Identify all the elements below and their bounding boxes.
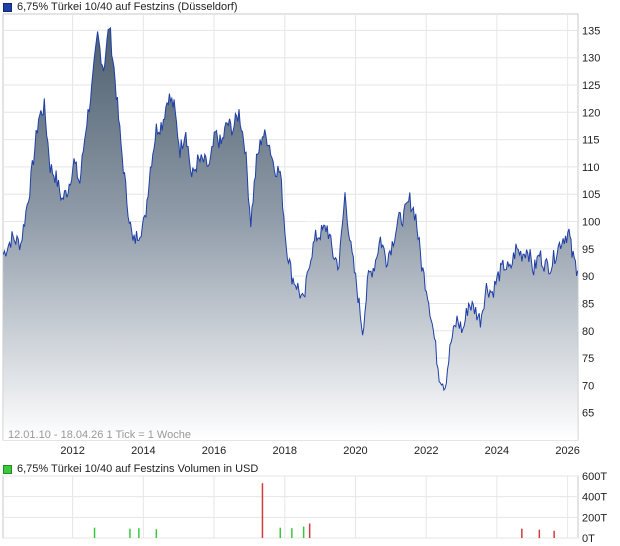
price-legend-label: 6,75% Türkei 10/40 auf Festzins (Düsseld… bbox=[17, 1, 238, 13]
price-y-tick-label: 110 bbox=[582, 162, 600, 174]
price-y-tick-label: 65 bbox=[582, 408, 594, 420]
price-y-tick-label: 130 bbox=[582, 53, 600, 65]
volume-bar bbox=[279, 527, 281, 538]
volume-bar bbox=[538, 529, 541, 538]
price-y-tick-label: 70 bbox=[582, 380, 594, 392]
price-y-tick-label: 90 bbox=[582, 271, 594, 283]
price-y-tick-label: 105 bbox=[582, 189, 600, 201]
volume-bar bbox=[129, 528, 131, 538]
price-x-tick-label: 2022 bbox=[414, 445, 438, 457]
price-line bbox=[2, 26, 579, 392]
price-x-tick-label: 2020 bbox=[343, 445, 367, 457]
price-x-axis: 2012 2014 2016 2018 2020 2022 2024 2026 bbox=[60, 445, 580, 457]
volume-y-tick-label: 200T bbox=[582, 512, 607, 524]
volume-plot-frame bbox=[2, 475, 579, 539]
price-y-tick-label: 80 bbox=[582, 326, 594, 338]
price-legend-swatch bbox=[3, 2, 12, 12]
price-y-tick-label: 100 bbox=[582, 217, 600, 229]
volume-bars bbox=[93, 483, 555, 538]
volume-bar bbox=[155, 529, 158, 538]
volume-y-tick-label: 400T bbox=[582, 492, 607, 504]
volume-legend: 6,75% Türkei 10/40 auf Festzins Volumen … bbox=[3, 463, 258, 475]
price-y-axis: 135 130 125 120 115 110 105 100 95 90 85 80 75 70 65 bbox=[582, 25, 600, 419]
volume-bar bbox=[521, 528, 523, 538]
volume-y-tick-label: 0T bbox=[582, 533, 595, 545]
price-x-tick-label: 2014 bbox=[131, 445, 155, 457]
price-y-tick-label: 135 bbox=[582, 25, 600, 37]
price-area bbox=[3, 27, 578, 441]
date-range-info: 12.01.10 - 18.04.26 1 Tick = 1 Woche bbox=[8, 429, 191, 441]
volume-bar bbox=[308, 523, 311, 538]
watermark-logo bbox=[296, 198, 340, 236]
volume-bar bbox=[93, 527, 96, 538]
price-y-tick-label: 85 bbox=[582, 298, 594, 310]
price-y-tick-label: 125 bbox=[582, 80, 600, 92]
volume-legend-label: 6,75% Türkei 10/40 auf Festzins Volumen … bbox=[17, 463, 259, 475]
price-y-tick-label: 115 bbox=[582, 135, 600, 147]
price-x-tick-label: 2018 bbox=[273, 445, 297, 457]
price-legend: 6,75% Türkei 10/40 auf Festzins (Düsseld… bbox=[3, 1, 238, 13]
price-x-tick-label: 2012 bbox=[60, 445, 84, 457]
volume-y-tick-label: 600T bbox=[582, 471, 607, 483]
volume-y-axis: 600T 400T 200T 0T bbox=[582, 471, 607, 545]
volume-bar bbox=[138, 528, 140, 538]
price-y-tick-label: 75 bbox=[582, 353, 594, 365]
price-x-tick-label: 2024 bbox=[485, 445, 509, 457]
volume-bar bbox=[261, 483, 264, 538]
volume-bar bbox=[302, 526, 305, 538]
price-x-tick-label: 2016 bbox=[202, 445, 226, 457]
price-x-tick-label: 2026 bbox=[555, 445, 579, 457]
volume-bar bbox=[553, 530, 555, 538]
volume-bar bbox=[291, 528, 293, 538]
volume-legend-swatch bbox=[3, 464, 12, 474]
price-y-tick-label: 95 bbox=[582, 244, 594, 256]
price-y-tick-label: 120 bbox=[582, 107, 600, 119]
volume-grid bbox=[3, 475, 578, 539]
